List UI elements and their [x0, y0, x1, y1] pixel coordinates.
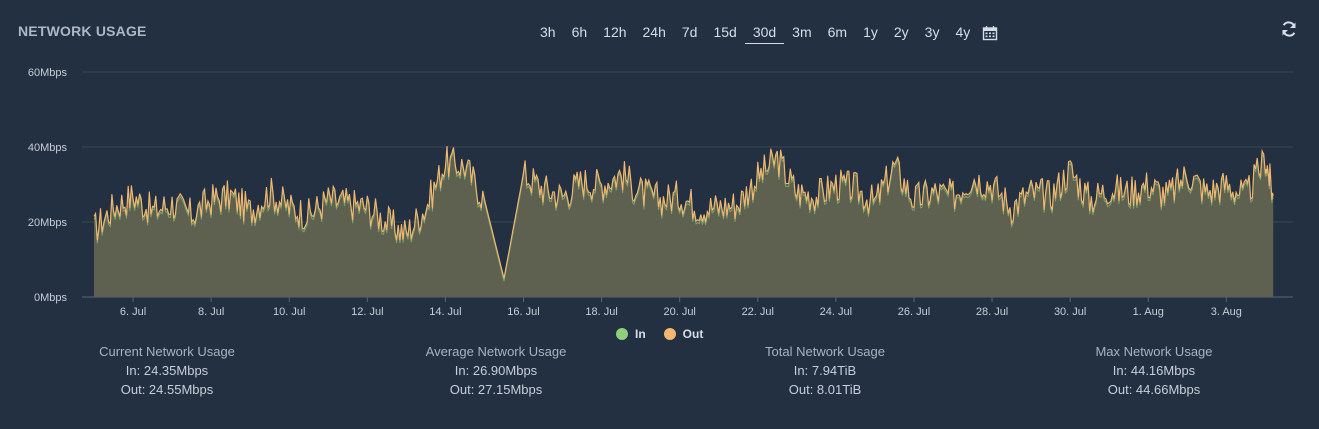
range-2y[interactable]: 2y [893, 23, 909, 40]
range-3m[interactable]: 3m [792, 23, 812, 40]
y-tick-label: 40Mbps [28, 142, 68, 154]
series-in-line [93, 148, 1274, 282]
area-fill [94, 146, 1274, 297]
stat-average-out: Out: 27.15Mbps [449, 382, 543, 397]
stat-current-in: In: 24.35Mbps [125, 363, 209, 378]
range-4y[interactable]: 4y [955, 23, 971, 40]
y-tick-label: 20Mbps [28, 217, 68, 229]
stat-average-in: In: 26.90Mbps [454, 363, 538, 378]
range-6m[interactable]: 6m [827, 23, 848, 40]
stat-total-title: Total Network Usage [765, 344, 885, 359]
legend-out-dot [663, 328, 676, 340]
stat-total: Total Network Usage In: 7.94TiB Out: 8.0… [705, 342, 945, 399]
calendar-icon[interactable] [982, 25, 998, 41]
range-1y[interactable]: 1y [863, 23, 878, 40]
legend-in-dot [616, 328, 628, 340]
x-tick-label: 24. Jul [820, 306, 852, 318]
time-range-selector: 3h 6h 12h 24h 7d 15d 30d 3m 6m 1y 2y 3y … [532, 22, 998, 44]
stat-total-out: Out: 8.01TiB [788, 382, 862, 397]
usage-stats: Current Network Usage In: 24.35Mbps Out:… [0, 342, 1319, 412]
legend-item-out[interactable]: Out [663, 327, 704, 341]
refresh-icon[interactable] [1280, 20, 1298, 38]
range-12h[interactable]: 12h [603, 23, 627, 40]
panel-title: NETWORK USAGE [18, 23, 147, 39]
network-usage-chart: 0Mbps 20Mbps 40Mbps 60Mbps 6. Jul 8. Jul 10. … [28, 67, 1293, 318]
x-tick-label: 18. Jul [585, 306, 617, 318]
x-tick-label: 28. Jul [976, 306, 1008, 318]
range-7d[interactable]: 7d [681, 23, 698, 40]
x-tick-label: 26. Jul [898, 306, 930, 318]
stat-max-title: Max Network Usage [1095, 344, 1213, 359]
chart-legend: In Out [616, 327, 721, 341]
stat-max-in: In: 44.16Mbps [1112, 363, 1196, 378]
stat-average-title: Average Network Usage [425, 344, 567, 359]
stat-current-out: Out: 24.55Mbps [120, 382, 214, 397]
x-tick-label: 22. Jul [742, 306, 774, 318]
x-tick-label: 30. Jul [1054, 306, 1086, 318]
range-6h[interactable]: 6h [571, 23, 588, 40]
legend-in-label: In [635, 327, 646, 341]
y-tick-label: 0Mbps [34, 292, 68, 304]
range-3h[interactable]: 3h [540, 23, 556, 40]
range-24h[interactable]: 24h [642, 23, 666, 40]
x-tick-label: 1. Aug [1133, 306, 1164, 318]
stat-current-title: Current Network Usage [99, 344, 235, 359]
x-tick-label: 3. Aug [1211, 306, 1242, 318]
x-tick-label: 12. Jul [351, 306, 383, 318]
stat-total-in: In: 7.94TiB [793, 363, 857, 378]
series-out-line [93, 145, 1274, 279]
y-tick-label: 60Mbps [28, 67, 68, 79]
x-tick-label: 6. Jul [120, 306, 146, 318]
x-tick-label: 10. Jul [273, 306, 305, 318]
range-30d[interactable]: 30d [744, 23, 785, 44]
range-3y[interactable]: 3y [924, 23, 940, 40]
x-tick-label: 14. Jul [429, 306, 461, 318]
stat-current: Current Network Usage In: 24.35Mbps Out:… [47, 342, 287, 399]
range-15d[interactable]: 15d [713, 23, 737, 40]
x-tick-label: 16. Jul [507, 306, 539, 318]
stat-max-out: Out: 44.66Mbps [1107, 382, 1201, 397]
legend-out-label: Out [682, 327, 704, 341]
legend-item-in[interactable]: In [616, 327, 646, 341]
x-tick-label: 8. Jul [198, 306, 224, 318]
stat-average: Average Network Usage In: 26.90Mbps Out:… [376, 342, 616, 399]
stat-max: Max Network Usage In: 44.16Mbps Out: 44.… [1034, 342, 1274, 399]
x-tick-label: 20. Jul [663, 306, 695, 318]
